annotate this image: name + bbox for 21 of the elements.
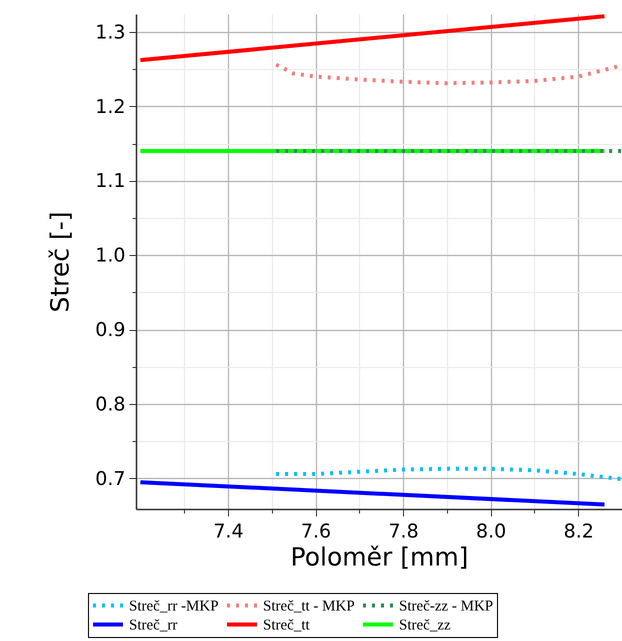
y-tick-label: 0.7 [95, 468, 126, 490]
line-series [274, 466, 622, 482]
x-tick-label: 7.8 [388, 520, 419, 542]
x-tick-label: 7.4 [213, 520, 244, 542]
x-tick-label: 8.2 [564, 520, 594, 542]
x-tick-label: 7.6 [300, 520, 332, 542]
y-tick-label: 0.8 [95, 394, 126, 416]
x-axis-title: Poloměr [mm] [290, 542, 468, 572]
legend-label: Streč-zz - MKP [399, 598, 494, 614]
y-tick-label: 1.0 [95, 244, 126, 267]
y-tick-label: 1.3 [95, 21, 126, 44]
x-tick-label: 8.0 [476, 520, 506, 542]
y-axis-title: Streč [-] [45, 211, 74, 313]
legend-label: Streč_rr [129, 618, 178, 634]
legend-label: Streč_tt [263, 618, 310, 634]
y-tick-label: 1.2 [95, 96, 126, 118]
y-tick-label: 1.1 [95, 170, 126, 192]
legend-label: Streč_tt - MKP [263, 598, 355, 614]
legend-label: Streč_zz [399, 618, 451, 634]
legend-label: Streč_rr -MKP [129, 598, 219, 614]
y-tick-label: 0.9 [95, 319, 126, 342]
